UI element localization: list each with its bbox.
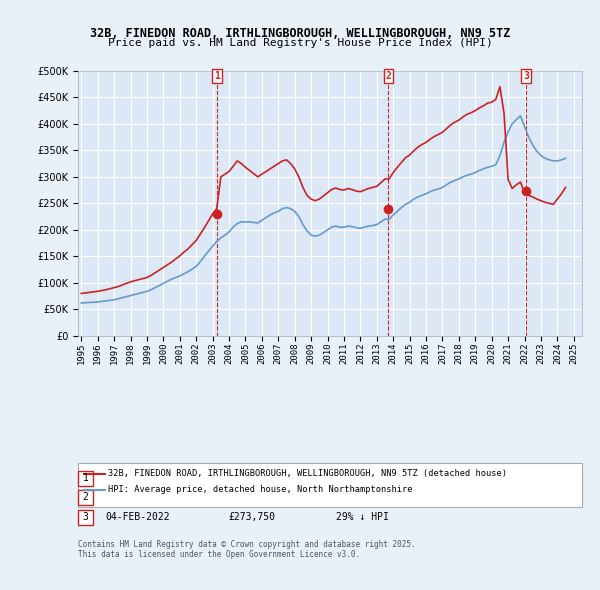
Text: 3: 3	[83, 512, 88, 522]
Text: 1: 1	[214, 71, 220, 81]
Text: 32B, FINEDON ROAD, IRTHLINGBOROUGH, WELLINGBOROUGH, NN9 5TZ (detached house): 32B, FINEDON ROAD, IRTHLINGBOROUGH, WELL…	[108, 469, 507, 478]
Text: Price paid vs. HM Land Registry's House Price Index (HPI): Price paid vs. HM Land Registry's House …	[107, 38, 493, 48]
Text: 29% ↓ HPI: 29% ↓ HPI	[336, 512, 389, 522]
Text: Contains HM Land Registry data © Crown copyright and database right 2025.
This d: Contains HM Land Registry data © Crown c…	[78, 540, 416, 559]
Text: 36% ↑ HPI: 36% ↑ HPI	[336, 473, 389, 483]
Text: 04-FEB-2022: 04-FEB-2022	[105, 512, 170, 522]
Text: 2: 2	[83, 493, 88, 502]
Text: 3: 3	[523, 71, 529, 81]
Text: £273,750: £273,750	[228, 512, 275, 522]
Text: £240,000: £240,000	[228, 493, 275, 502]
Text: 32B, FINEDON ROAD, IRTHLINGBOROUGH, WELLINGBOROUGH, NN9 5TZ: 32B, FINEDON ROAD, IRTHLINGBOROUGH, WELL…	[90, 27, 510, 40]
Text: 16-APR-2003: 16-APR-2003	[105, 473, 170, 483]
Text: 2: 2	[386, 71, 391, 81]
Text: 13-SEP-2013: 13-SEP-2013	[105, 493, 170, 502]
Text: HPI: Average price, detached house, North Northamptonshire: HPI: Average price, detached house, Nort…	[108, 485, 413, 494]
Text: £229,950: £229,950	[228, 473, 275, 483]
Text: 1: 1	[83, 473, 88, 483]
Text: 9% ↑ HPI: 9% ↑ HPI	[336, 493, 383, 502]
